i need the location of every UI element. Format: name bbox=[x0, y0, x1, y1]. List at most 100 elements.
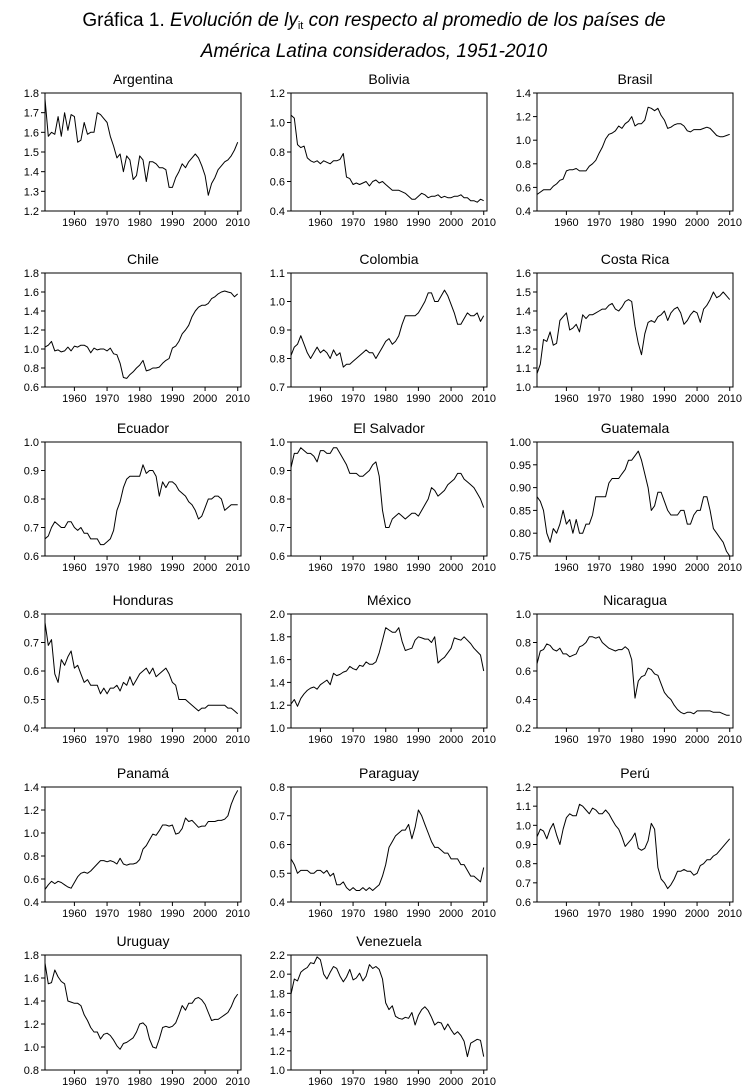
panel-title: Paraguay bbox=[359, 765, 419, 781]
x-tick-label: 1990 bbox=[160, 1076, 184, 1088]
panel-title: Ecuador bbox=[117, 420, 169, 436]
x-tick-label: 2000 bbox=[439, 562, 463, 574]
panel-title: México bbox=[367, 592, 412, 608]
x-tick-label: 1960 bbox=[554, 908, 578, 920]
y-tick-label: 0.8 bbox=[24, 494, 39, 506]
y-tick-label: 1.8 bbox=[24, 88, 39, 100]
x-tick-label: 2010 bbox=[717, 562, 741, 574]
series-line bbox=[290, 114, 484, 203]
series-line bbox=[44, 962, 239, 1050]
series-line bbox=[44, 622, 239, 715]
series-line bbox=[44, 790, 239, 890]
y-tick-label: 1.0 bbox=[24, 437, 39, 449]
y-tick-label: 1.0 bbox=[516, 135, 531, 147]
x-tick-label: 2010 bbox=[225, 734, 249, 746]
x-tick-label: 1970 bbox=[95, 734, 119, 746]
y-tick-label: 0.6 bbox=[516, 897, 531, 909]
x-tick-label: 1990 bbox=[406, 562, 430, 574]
plot-frame bbox=[290, 613, 488, 729]
x-tick-label: 1960 bbox=[308, 1076, 332, 1088]
x-tick-label: 1990 bbox=[160, 562, 184, 574]
y-tick-label: 1.0 bbox=[516, 820, 531, 832]
x-tick-label: 1960 bbox=[308, 734, 332, 746]
y-tick-label: 1.2 bbox=[24, 206, 39, 218]
x-tick-label: 1980 bbox=[619, 562, 643, 574]
panel-costa-rica: Costa Rica 1.0 1.1 1.2 1.3 1.4 1.5 1.6 1960 1970 1… bbox=[516, 251, 742, 405]
figure-title-prefix: Gráfica 1. bbox=[82, 10, 165, 31]
x-tick-label: 1990 bbox=[406, 1076, 430, 1088]
x-tick-label: 1980 bbox=[373, 734, 397, 746]
y-tick-label: 1.5 bbox=[24, 147, 39, 159]
y-tick-label: 1.4 bbox=[24, 782, 39, 794]
y-tick-label: 0.80 bbox=[510, 528, 531, 540]
panel-argentina: Argentina 1.2 1.3 1.4 1.5 1.6 1.7 1.8 1960 1970 19… bbox=[24, 71, 250, 229]
series-line bbox=[290, 289, 485, 368]
x-tick-label: 2010 bbox=[471, 1076, 495, 1088]
x-tick-label: 2010 bbox=[225, 393, 249, 405]
panel-el-salvador: El Salvador 0.6 0.7 0.8 0.9 1.0 1960 1970 1980 19… bbox=[270, 420, 496, 574]
x-tick-label: 2010 bbox=[225, 908, 249, 920]
panel-title: Guatemala bbox=[601, 420, 670, 436]
panel-title: El Salvador bbox=[353, 420, 425, 436]
panel-title: Honduras bbox=[113, 592, 174, 608]
y-tick-label: 0.6 bbox=[24, 382, 39, 394]
x-tick-label: 2000 bbox=[685, 562, 709, 574]
x-tick-label: 2000 bbox=[685, 734, 709, 746]
x-tick-label: 2010 bbox=[471, 562, 495, 574]
y-tick-label: 1.0 bbox=[270, 723, 285, 735]
plot-frame bbox=[44, 786, 242, 903]
panel-honduras: Honduras 0.4 0.5 0.6 0.7 0.8 1960 1970 1980 1990 2… bbox=[24, 592, 250, 746]
y-tick-label: 0.7 bbox=[270, 523, 285, 535]
x-tick-label: 1960 bbox=[62, 908, 86, 920]
x-tick-label: 1990 bbox=[652, 562, 676, 574]
x-tick-label: 1960 bbox=[554, 393, 578, 405]
series-line bbox=[536, 450, 731, 557]
x-tick-label: 1960 bbox=[308, 562, 332, 574]
panel-guatemala: Guatemala 0.75 0.80 0.85 0.90 0.95 1.00 1960 197… bbox=[510, 420, 742, 574]
panel-venezuela: Venezuela 1.0 1.2 1.4 1.6 1.8 2.0 2.2 1960 1970 19… bbox=[270, 933, 496, 1088]
x-tick-label: 2000 bbox=[193, 734, 217, 746]
x-tick-label: 2010 bbox=[225, 1076, 249, 1088]
y-tick-label: 2.2 bbox=[270, 950, 285, 962]
x-tick-label: 1970 bbox=[341, 1076, 365, 1088]
y-tick-label: 1.4 bbox=[516, 306, 531, 318]
x-tick-label: 2010 bbox=[225, 217, 249, 229]
series-line bbox=[290, 627, 485, 707]
y-tick-label: 1.1 bbox=[516, 801, 531, 813]
y-tick-label: 1.0 bbox=[516, 609, 531, 621]
plot-frame bbox=[290, 92, 488, 212]
x-tick-label: 1980 bbox=[373, 393, 397, 405]
y-tick-label: 0.7 bbox=[270, 811, 285, 823]
y-tick-label: 1.8 bbox=[24, 268, 39, 280]
y-tick-label: 0.9 bbox=[516, 840, 531, 852]
x-tick-label: 2010 bbox=[225, 562, 249, 574]
figure-title: Gráfica 1. Evolución de lyit con respect… bbox=[0, 8, 748, 64]
figure-title-main-cont: con respecto al promedio de los países d… bbox=[303, 10, 666, 31]
y-tick-label: 1.2 bbox=[270, 88, 285, 100]
y-tick-label: 0.8 bbox=[270, 354, 285, 366]
x-tick-label: 1980 bbox=[127, 217, 151, 229]
x-tick-label: 1970 bbox=[95, 562, 119, 574]
x-tick-label: 1990 bbox=[406, 734, 430, 746]
panel-title: Colombia bbox=[359, 251, 418, 267]
x-tick-label: 1980 bbox=[619, 734, 643, 746]
y-tick-label: 1.6 bbox=[24, 287, 39, 299]
panel-title: Costa Rica bbox=[601, 251, 670, 267]
y-tick-label: 1.0 bbox=[24, 344, 39, 356]
x-tick-label: 1970 bbox=[587, 908, 611, 920]
y-tick-label: 1.8 bbox=[270, 632, 285, 644]
y-tick-label: 0.7 bbox=[516, 878, 531, 890]
y-tick-label: 0.7 bbox=[24, 523, 39, 535]
y-tick-label: 0.75 bbox=[510, 551, 531, 563]
y-tick-label: 1.7 bbox=[24, 108, 39, 120]
x-tick-label: 1990 bbox=[406, 393, 430, 405]
x-tick-label: 1980 bbox=[373, 1076, 397, 1088]
figure-title-line-2: América Latina considerados, 1951-2010 bbox=[200, 41, 548, 62]
y-tick-label: 1.4 bbox=[516, 88, 531, 100]
x-tick-label: 1960 bbox=[554, 562, 578, 574]
y-tick-label: 1.1 bbox=[270, 268, 285, 280]
panel-title: Uruguay bbox=[117, 933, 170, 949]
x-tick-label: 1970 bbox=[95, 908, 119, 920]
x-tick-label: 1980 bbox=[127, 908, 151, 920]
y-tick-label: 0.5 bbox=[24, 695, 39, 707]
